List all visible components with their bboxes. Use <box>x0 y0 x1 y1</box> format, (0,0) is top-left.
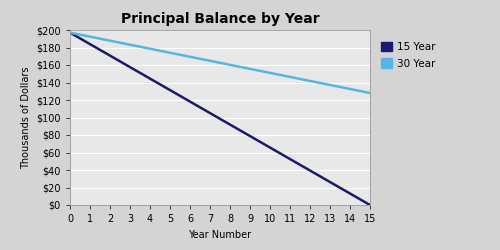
15 Year <box>79 38 85 41</box>
15 Year <box>123 63 129 66</box>
Legend: 15 Year, 30 Year: 15 Year, 30 Year <box>378 39 438 72</box>
15 Year <box>352 195 358 198</box>
Line: 30 Year: 30 Year <box>70 32 370 93</box>
15 Year <box>67 31 73 34</box>
30 Year <box>79 34 85 36</box>
30 Year <box>342 86 347 89</box>
15 Year <box>367 204 373 206</box>
30 Year <box>352 88 358 92</box>
30 Year <box>123 42 129 45</box>
Line: 15 Year: 15 Year <box>70 32 370 205</box>
30 Year <box>85 35 91 38</box>
Y-axis label: Thousands of Dollars: Thousands of Dollars <box>21 66 31 169</box>
15 Year <box>147 77 153 80</box>
Title: Principal Balance by Year: Principal Balance by Year <box>120 12 320 26</box>
30 Year <box>367 92 373 94</box>
15 Year <box>342 189 347 192</box>
15 Year <box>85 42 91 44</box>
30 Year <box>67 31 73 34</box>
X-axis label: Year Number: Year Number <box>188 230 252 239</box>
30 Year <box>147 47 153 50</box>
